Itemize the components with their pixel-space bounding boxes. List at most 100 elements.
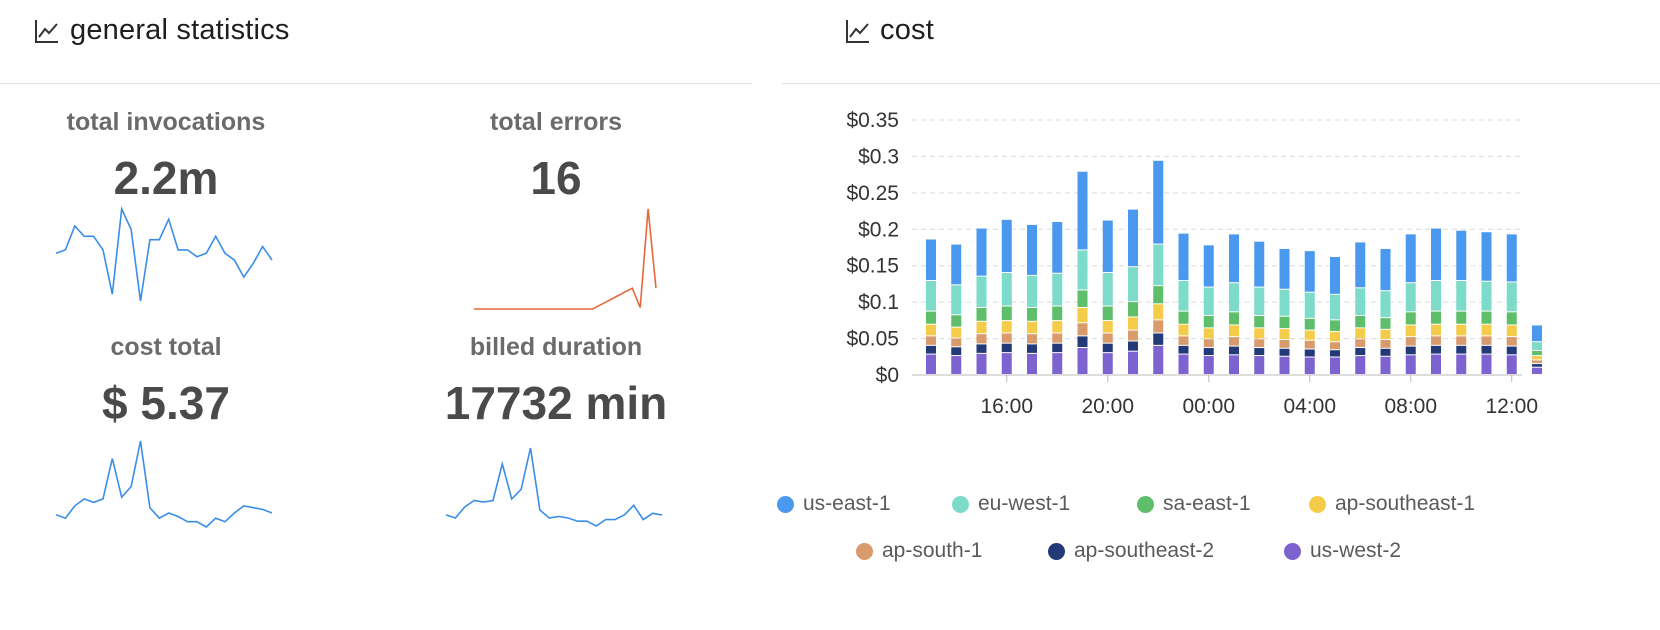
bar-segment-ap-south-1 bbox=[1405, 337, 1416, 346]
bar-segment-us-east-1 bbox=[1102, 220, 1113, 272]
bar-segment-sa-east-1 bbox=[1077, 290, 1088, 307]
sparkline-path bbox=[445, 447, 663, 527]
bar-segment-sa-east-1 bbox=[1330, 320, 1340, 332]
bar-segment-us-west-2 bbox=[1178, 354, 1189, 374]
stat-label: total errors bbox=[490, 108, 622, 136]
legend-label: sa-east-1 bbox=[1163, 492, 1251, 515]
stat-card-total-errors: total errors 16 bbox=[406, 108, 706, 205]
bar-segment-eu-west-1 bbox=[1178, 281, 1189, 311]
bar-segment-us-east-1 bbox=[1279, 248, 1290, 289]
y-tick-label: $0.25 bbox=[846, 182, 899, 205]
sparkline-cost-total bbox=[55, 440, 273, 528]
bar-segment-sa-east-1 bbox=[1481, 311, 1492, 324]
bar-segment-ap-south-1 bbox=[1380, 340, 1391, 348]
bar-segment-eu-west-1 bbox=[976, 276, 987, 307]
bar-segment-us-east-1 bbox=[1405, 234, 1416, 283]
legend-item-eu-west-1[interactable]: eu-west-1 bbox=[952, 492, 1070, 516]
bar-segment-ap-southeast-2 bbox=[976, 344, 987, 353]
bar-segment-us-east-1 bbox=[1203, 245, 1214, 287]
bar-segment-ap-southeast-1 bbox=[1254, 328, 1265, 339]
bar-segment-ap-southeast-2 bbox=[951, 347, 962, 356]
stat-card-billed-duration: billed duration 17732 min bbox=[406, 333, 706, 430]
bar-segment-us-east-1 bbox=[1178, 233, 1189, 281]
legend-row: ap-south-1 ap-southeast-2 us-west-2 bbox=[782, 539, 1660, 569]
legend-item-ap-southeast-1[interactable]: ap-southeast-1 bbox=[1309, 492, 1475, 516]
bar-segment-eu-west-1 bbox=[1102, 273, 1113, 306]
x-tick-label: 12:00 bbox=[1485, 395, 1538, 418]
y-tick-label: $0.1 bbox=[858, 291, 899, 314]
bar-segment-ap-south-1 bbox=[1506, 337, 1517, 346]
bar-segment-ap-southeast-1 bbox=[1456, 324, 1467, 336]
legend-label: ap-southeast-1 bbox=[1335, 492, 1476, 515]
bar-segment-sa-east-1 bbox=[1052, 306, 1063, 321]
sparkline-path bbox=[55, 206, 273, 302]
bar-segment-ap-southeast-2 bbox=[1077, 336, 1088, 348]
bar-segment-sa-east-1 bbox=[1304, 318, 1315, 330]
legend-dot-icon bbox=[1284, 542, 1301, 560]
legend-item-us-west-2[interactable]: us-west-2 bbox=[1284, 539, 1401, 563]
panel-title: cost bbox=[880, 14, 934, 46]
bar-segment-us-west-2 bbox=[1279, 356, 1290, 374]
bar-segment-ap-south-1 bbox=[926, 336, 936, 345]
bar-segment-eu-west-1 bbox=[926, 281, 936, 311]
bar-segment-us-west-2 bbox=[1027, 353, 1037, 374]
bar-segment-ap-south-1 bbox=[1304, 340, 1315, 349]
bar-segment-us-east-1 bbox=[1506, 234, 1517, 282]
bar-segment-us-west-2 bbox=[1229, 355, 1239, 374]
legend-item-sa-east-1[interactable]: sa-east-1 bbox=[1137, 492, 1251, 516]
bar-segment-ap-south-1 bbox=[1052, 333, 1063, 343]
bar-segment-us-east-1 bbox=[1431, 228, 1441, 281]
bar-segment-ap-southeast-2 bbox=[1229, 346, 1239, 355]
bar-segment-ap-southeast-1 bbox=[1380, 329, 1391, 340]
bar-segment-us-east-1 bbox=[1077, 171, 1088, 250]
legend-item-us-east-1[interactable]: us-east-1 bbox=[777, 492, 891, 516]
y-tick-label: $0.3 bbox=[858, 145, 899, 168]
bar-segment-us-east-1 bbox=[1481, 232, 1492, 281]
bar-segment-us-west-2 bbox=[1405, 355, 1416, 374]
legend-label: us-east-1 bbox=[803, 492, 891, 515]
bar-segment-ap-southeast-2 bbox=[1001, 343, 1012, 353]
bar-segment-us-west-2 bbox=[1380, 356, 1391, 374]
bar-segment-us-west-2 bbox=[1431, 354, 1441, 374]
bar-segment-ap-southeast-2 bbox=[1102, 343, 1113, 353]
bar-segment-ap-southeast-1 bbox=[951, 327, 962, 338]
bar-segment-ap-south-1 bbox=[1330, 342, 1340, 350]
bar-segment-ap-southeast-2 bbox=[1304, 349, 1315, 357]
bar-segment-ap-southeast-2 bbox=[1254, 348, 1265, 356]
panel-header: cost bbox=[782, 0, 1660, 84]
bar-segment-eu-west-1 bbox=[1481, 281, 1492, 311]
legend-dot-icon bbox=[1048, 542, 1065, 560]
x-tick-label: 16:00 bbox=[980, 395, 1033, 418]
bar-segment-ap-southeast-2 bbox=[1456, 345, 1467, 354]
bar-segment-us-east-1 bbox=[1254, 241, 1265, 287]
bar-segment-sa-east-1 bbox=[1380, 318, 1391, 329]
bar-segment-ap-southeast-2 bbox=[1481, 345, 1492, 354]
bar-segment-us-west-2 bbox=[951, 356, 962, 374]
legend-item-ap-southeast-2[interactable]: ap-southeast-2 bbox=[1048, 539, 1214, 563]
bar-segment-us-west-2 bbox=[1456, 354, 1467, 374]
bar-segment-ap-south-1 bbox=[1229, 337, 1239, 346]
bar-segment-us-west-2 bbox=[1077, 348, 1088, 374]
bar-segment-sa-east-1 bbox=[1405, 312, 1416, 325]
bar-segment-eu-west-1 bbox=[1405, 283, 1416, 312]
bar-segment-ap-southeast-2 bbox=[1052, 343, 1063, 353]
legend-dot-icon bbox=[1309, 495, 1326, 513]
bar-segment-ap-southeast-1 bbox=[1052, 321, 1063, 333]
bar-segment-eu-west-1 bbox=[1052, 273, 1063, 306]
bar-segment-us-west-2 bbox=[1506, 355, 1517, 374]
legend-dot-icon bbox=[777, 495, 794, 513]
bar-segment-ap-southeast-1 bbox=[1506, 325, 1517, 337]
panel-title: general statistics bbox=[70, 14, 290, 46]
x-tick-label: 20:00 bbox=[1081, 395, 1134, 418]
bar-segment-us-west-2 bbox=[1153, 345, 1164, 374]
bar-segment-eu-west-1 bbox=[1456, 281, 1467, 311]
bar-segment-eu-west-1 bbox=[1532, 342, 1542, 350]
bar-segment-ap-southeast-2 bbox=[1027, 344, 1037, 353]
bar-segment-sa-east-1 bbox=[1506, 312, 1517, 325]
bar-segment-ap-south-1 bbox=[1027, 334, 1037, 344]
bar-segment-us-east-1 bbox=[976, 228, 987, 276]
bar-segment-sa-east-1 bbox=[1229, 312, 1239, 325]
legend-label: ap-southeast-2 bbox=[1074, 539, 1215, 562]
bar-segment-sa-east-1 bbox=[1254, 315, 1265, 328]
legend-item-ap-south-1[interactable]: ap-south-1 bbox=[856, 539, 982, 563]
